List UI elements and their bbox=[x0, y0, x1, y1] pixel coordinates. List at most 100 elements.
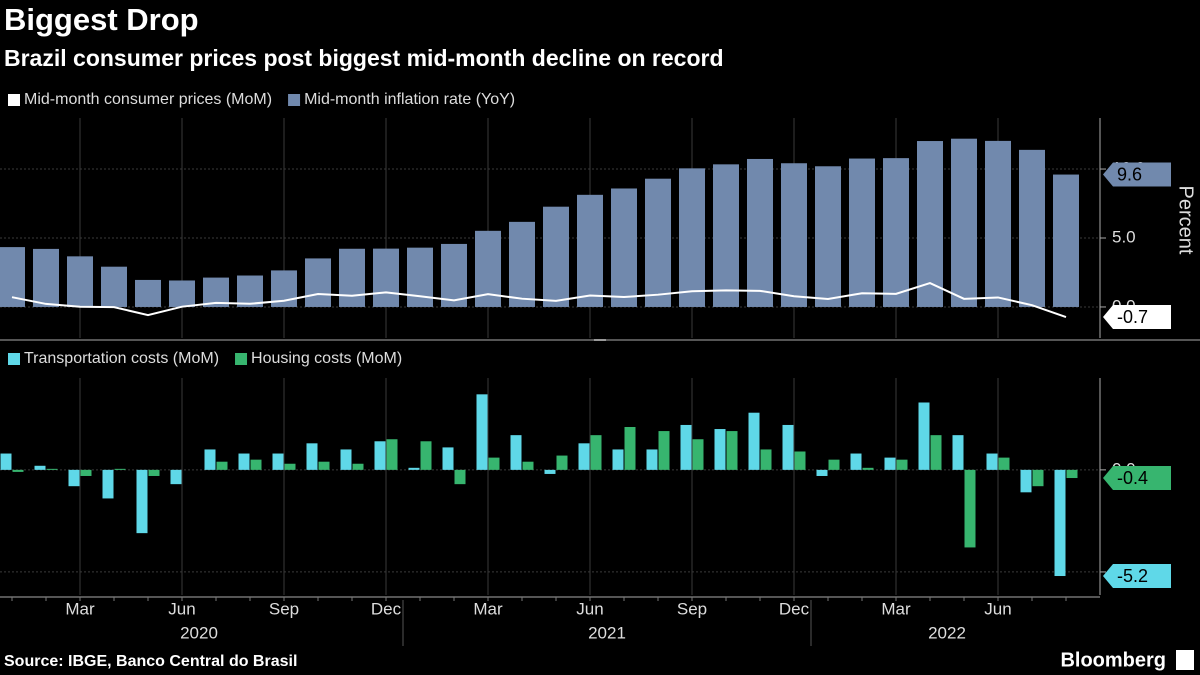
bar bbox=[68, 469, 80, 487]
bar bbox=[1066, 469, 1078, 479]
brand: Bloomberg bbox=[1060, 649, 1166, 671]
bar bbox=[964, 469, 976, 548]
source: Source: IBGE, Banco Central do Brasil bbox=[4, 653, 297, 670]
y-tick-label: 5.0 bbox=[1112, 227, 1136, 246]
bar bbox=[986, 453, 998, 470]
legend-swatch bbox=[235, 353, 248, 365]
bar bbox=[237, 275, 263, 307]
bar bbox=[114, 468, 126, 470]
bar bbox=[543, 206, 569, 307]
bar bbox=[760, 449, 772, 470]
bar bbox=[454, 469, 466, 485]
bar bbox=[747, 158, 773, 307]
bar bbox=[1020, 469, 1032, 493]
bar bbox=[781, 163, 807, 307]
legend-swatch bbox=[288, 94, 301, 106]
year-label: 2021 bbox=[588, 623, 626, 642]
value-tag bbox=[1103, 162, 1171, 187]
bar bbox=[510, 435, 522, 470]
bar bbox=[645, 178, 671, 307]
value-tag bbox=[1103, 564, 1171, 589]
x-tick-label: Jun bbox=[576, 599, 603, 618]
bar bbox=[352, 463, 364, 470]
year-label: 2022 bbox=[928, 623, 966, 642]
legend-label: Housing costs (MoM) bbox=[251, 350, 402, 367]
bar bbox=[917, 141, 943, 307]
legend-swatch bbox=[8, 353, 20, 365]
bar bbox=[318, 461, 330, 470]
bar bbox=[374, 441, 386, 470]
bar bbox=[305, 258, 331, 307]
x-tick-label: Mar bbox=[881, 599, 911, 618]
bar bbox=[714, 429, 726, 470]
x-tick-label: Sep bbox=[677, 599, 707, 618]
bar bbox=[102, 469, 114, 499]
bar bbox=[238, 453, 250, 470]
bar bbox=[951, 138, 977, 307]
bar bbox=[34, 465, 46, 470]
bar bbox=[441, 243, 467, 307]
value-tag-label: 9.6 bbox=[1117, 164, 1142, 184]
x-tick-label: Dec bbox=[779, 599, 810, 618]
bar bbox=[896, 459, 908, 470]
bar bbox=[509, 221, 535, 307]
bar bbox=[748, 412, 760, 470]
bar bbox=[442, 447, 454, 470]
x-tick-label: Mar bbox=[473, 599, 503, 618]
bar bbox=[1054, 469, 1066, 577]
legend-label: Mid-month inflation rate (YoY) bbox=[304, 91, 515, 108]
bar bbox=[1019, 149, 1045, 307]
bar bbox=[204, 449, 216, 470]
bar bbox=[985, 140, 1011, 307]
legend-swatch bbox=[8, 94, 20, 106]
bar bbox=[577, 194, 603, 307]
bar bbox=[250, 459, 262, 470]
bar bbox=[272, 453, 284, 470]
bar bbox=[340, 449, 352, 470]
bar bbox=[170, 469, 182, 485]
title: Biggest Drop bbox=[4, 2, 199, 37]
bar bbox=[488, 457, 500, 470]
bar bbox=[816, 469, 828, 476]
bar bbox=[522, 461, 534, 470]
bar bbox=[0, 453, 12, 470]
x-tick-label: Jun bbox=[984, 599, 1011, 618]
bar bbox=[713, 164, 739, 307]
bar bbox=[590, 435, 602, 470]
bar bbox=[692, 439, 704, 470]
line bbox=[11, 282, 1067, 318]
year-label: 2020 bbox=[180, 623, 218, 642]
bar bbox=[306, 443, 318, 470]
value-tag bbox=[1103, 466, 1171, 491]
value-tag-label: -0.7 bbox=[1117, 307, 1148, 327]
bar bbox=[726, 431, 738, 470]
bar bbox=[1032, 469, 1044, 487]
bar bbox=[611, 188, 637, 307]
x-tick-label: Sep bbox=[269, 599, 299, 618]
x-tick-label: Mar bbox=[65, 599, 95, 618]
bar bbox=[556, 455, 568, 470]
bar bbox=[815, 166, 841, 307]
bar bbox=[80, 469, 92, 476]
bar bbox=[884, 457, 896, 470]
bar bbox=[148, 469, 160, 476]
bar bbox=[101, 266, 127, 307]
bar bbox=[930, 435, 942, 470]
x-tick-label: Jun bbox=[168, 599, 195, 618]
bar bbox=[136, 469, 148, 534]
bar bbox=[883, 158, 909, 307]
bar bbox=[680, 424, 692, 470]
value-tag bbox=[1103, 305, 1171, 330]
bar bbox=[794, 451, 806, 470]
bar bbox=[646, 449, 658, 470]
value-tag-label: -5.2 bbox=[1117, 566, 1148, 586]
bar bbox=[998, 457, 1010, 470]
bar bbox=[476, 394, 488, 470]
bar bbox=[1053, 174, 1079, 307]
bar bbox=[952, 435, 964, 470]
bar bbox=[918, 402, 930, 470]
bar bbox=[849, 158, 875, 307]
bar bbox=[67, 256, 93, 307]
bar bbox=[782, 424, 794, 470]
